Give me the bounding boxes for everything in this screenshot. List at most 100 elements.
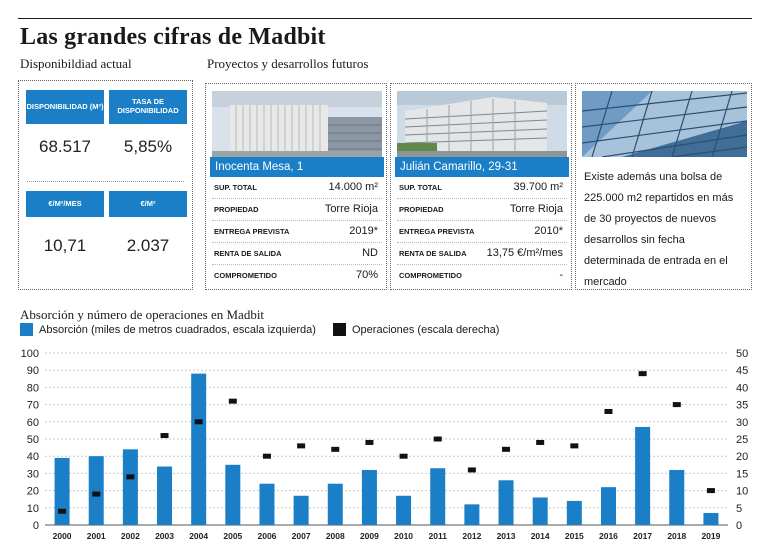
- legend-label: Operaciones (escala derecha): [352, 323, 500, 336]
- bar: [464, 504, 480, 525]
- row-key: RENTA DE SALIDA: [399, 249, 467, 258]
- operations-marker: [58, 508, 67, 514]
- row-value: 70%: [355, 269, 378, 281]
- bar: [430, 468, 446, 525]
- row-key: ENTREGA PREVISTA: [214, 227, 290, 236]
- bar: [600, 487, 616, 525]
- y-tick-left: 100: [21, 348, 39, 360]
- bar: [635, 426, 651, 525]
- project-row: PROPIEDAD Torre Rioja: [212, 199, 382, 221]
- y-tick-left: 80: [27, 382, 39, 394]
- kpi-label-tasa: TASA DE DISPONIBILIDAD: [109, 90, 187, 124]
- row-value: -: [559, 269, 563, 281]
- page-title: Las grandes cifras de Madbit: [20, 24, 326, 50]
- x-tick-label: 2010: [394, 531, 413, 541]
- row-value: ND: [362, 247, 378, 259]
- project-row: SUP. TOTAL 39.700 m²: [397, 177, 567, 199]
- project-row: SUP. TOTAL 14.000 m²: [212, 177, 382, 199]
- project-row: PROPIEDAD Torre Rioja: [397, 199, 567, 221]
- x-tick-label: 2013: [497, 531, 516, 541]
- kpi-value-disponibilidad: 68.517: [39, 137, 91, 156]
- y-tick-left: 70: [27, 400, 39, 412]
- x-tick-label: 2003: [155, 531, 174, 541]
- x-tick-label: 2005: [223, 531, 242, 541]
- row-key: PROPIEDAD: [214, 205, 259, 214]
- bar: [293, 495, 309, 525]
- legend-swatch-icon: [333, 323, 346, 336]
- project-name: Julián Camarillo, 29-31: [395, 157, 569, 177]
- y-tick-left: 10: [27, 503, 39, 515]
- operations-marker: [467, 467, 476, 473]
- y-tick-right: 30: [736, 417, 748, 429]
- operations-marker: [262, 453, 271, 459]
- legend-item-operaciones: Operaciones (escala derecha): [333, 323, 499, 336]
- y-tick-left: 60: [27, 417, 39, 429]
- availability-panel: DISPONIBILIDAD (M²) TASA DE DISPONIBILID…: [18, 80, 193, 290]
- operations-marker: [706, 488, 715, 494]
- row-value: Torre Rioja: [509, 203, 563, 215]
- x-tick-label: 2006: [258, 531, 277, 541]
- bar: [54, 457, 70, 525]
- project-row: RENTA DE SALIDA ND: [212, 243, 382, 265]
- y-tick-right: 40: [736, 382, 748, 394]
- project-row: COMPROMETIDO -: [397, 265, 567, 287]
- bar: [88, 456, 104, 525]
- kpi-label-eur-m2: €/M²: [109, 191, 187, 217]
- project-row: ENTREGA PREVISTA 2010*: [397, 221, 567, 243]
- row-key: RENTA DE SALIDA: [214, 249, 282, 258]
- operations-marker: [297, 443, 306, 449]
- row-value: 2019*: [349, 225, 378, 237]
- operations-marker: [365, 439, 374, 445]
- project-card: Julián Camarillo, 29-31 SUP. TOTAL 39.700…: [390, 83, 572, 290]
- bar: [703, 512, 719, 525]
- x-tick-label: 2000: [53, 531, 72, 541]
- row-value: 13,75 €/m²/mes: [486, 247, 563, 259]
- x-tick-label: 2011: [428, 531, 447, 541]
- y-tick-right: 10: [736, 486, 748, 498]
- bar: [327, 483, 343, 525]
- y-tick-right: 5: [736, 503, 742, 515]
- x-tick-label: 2014: [531, 531, 550, 541]
- bar: [157, 466, 173, 525]
- kpi-value-eur-m2-mes: 10,71: [43, 236, 87, 255]
- kpi-value-tasa: 5,85%: [123, 137, 173, 156]
- operations-marker: [570, 443, 579, 449]
- row-key: COMPROMETIDO: [399, 271, 462, 280]
- projects-label: Proyectos y desarrollos futuros: [207, 56, 369, 71]
- kpi-label-disponibilidad: DISPONIBILIDAD (M²): [26, 90, 104, 124]
- legend-label: Absorción (miles de metros cuadrados, es…: [39, 323, 316, 336]
- operations-marker: [228, 398, 237, 404]
- operations-marker: [331, 446, 340, 452]
- facade-photo: [582, 91, 747, 157]
- row-key: SUP. TOTAL: [214, 183, 257, 192]
- project-name: Inocenta Mesa, 1: [210, 157, 384, 177]
- bar: [566, 500, 582, 525]
- chart-title: Absorción y número de operaciones en Mad…: [20, 307, 265, 322]
- y-tick-right: 0: [736, 520, 742, 532]
- x-tick-label: 2015: [565, 531, 584, 541]
- y-tick-left: 50: [27, 434, 39, 446]
- info-text: Existe además una bolsa de 225.000 m2 re…: [584, 171, 734, 288]
- x-tick-label: 2012: [462, 531, 481, 541]
- y-tick-right: 50: [736, 348, 748, 360]
- x-tick-label: 2019: [701, 531, 720, 541]
- operations-marker: [536, 439, 545, 445]
- project-row: ENTREGA PREVISTA 2019*: [212, 221, 382, 243]
- x-tick-label: 2016: [599, 531, 618, 541]
- row-key: SUP. TOTAL: [399, 183, 442, 192]
- kpi-label-eur-m2-mes: €/M²/MES: [26, 191, 104, 217]
- operations-marker: [638, 371, 647, 377]
- project-card: Inocenta Mesa, 1 SUP. TOTAL 14.000 m² PRO…: [205, 83, 387, 290]
- y-tick-right: 15: [736, 468, 748, 480]
- x-tick-label: 2001: [87, 531, 106, 541]
- y-tick-left: 20: [27, 486, 39, 498]
- y-tick-right: 25: [736, 434, 748, 446]
- bar: [498, 480, 514, 525]
- bar: [191, 373, 207, 525]
- kpi-divider: [27, 181, 184, 182]
- operations-marker: [672, 402, 681, 408]
- availability-label: Disponibildiad actual: [20, 56, 132, 71]
- row-key: COMPROMETIDO: [214, 271, 277, 280]
- bar: [396, 495, 412, 525]
- y-tick-left: 30: [27, 468, 39, 480]
